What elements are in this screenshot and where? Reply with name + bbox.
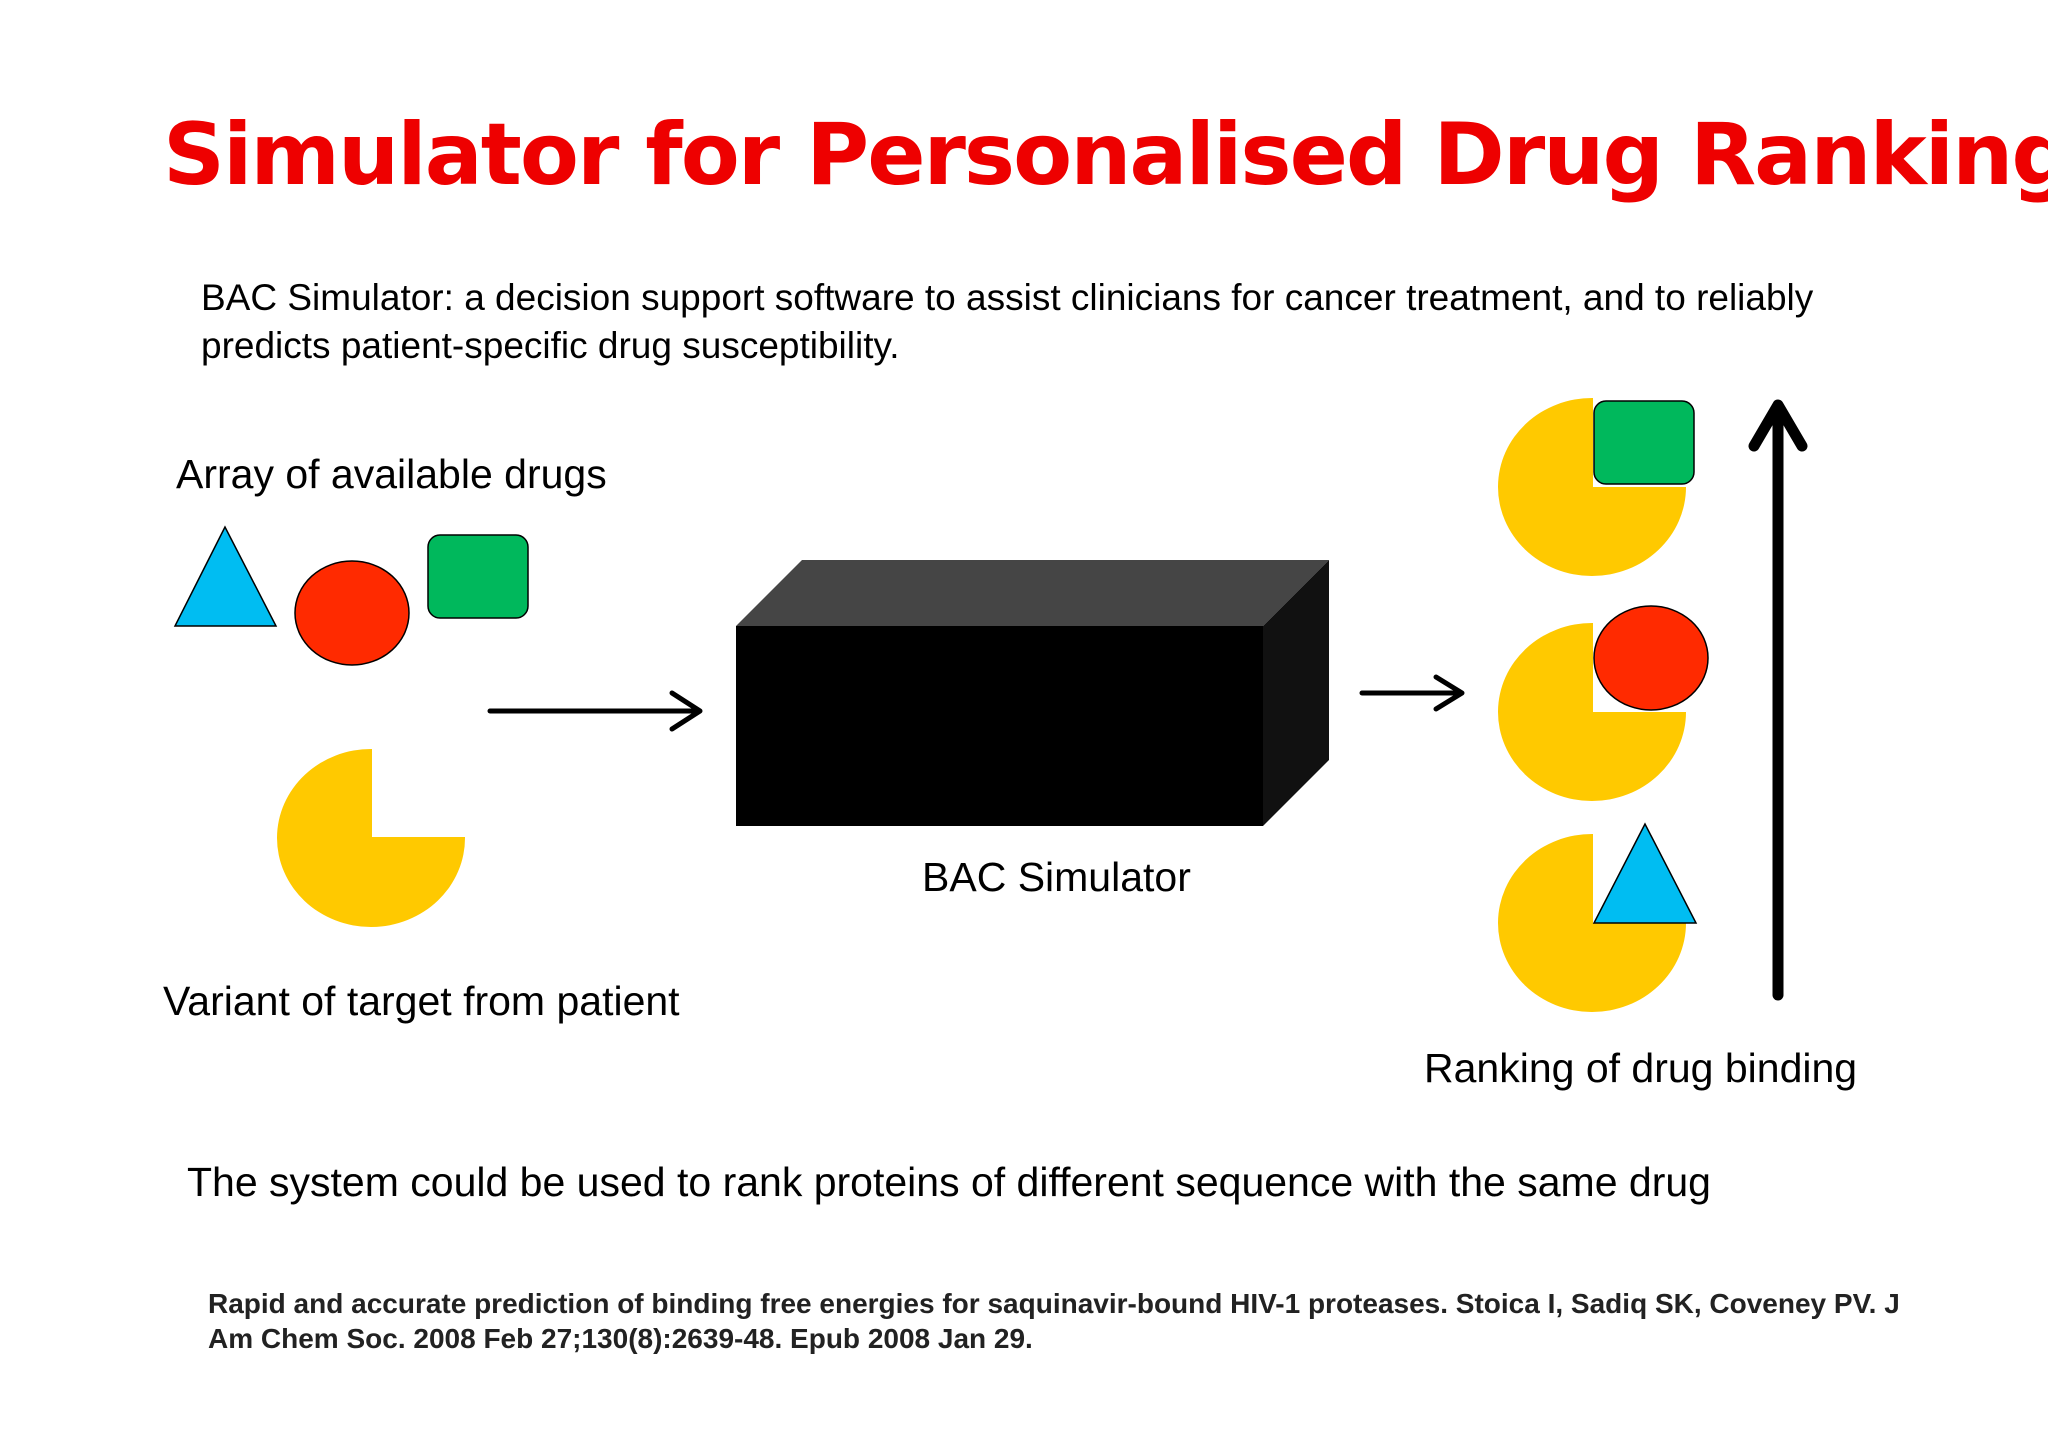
- ranked-result-1: [1498, 397, 1695, 576]
- ranked-target-3: [1498, 833, 1686, 1012]
- ranked-drug-circle: [1593, 605, 1709, 711]
- citation-reference: Rapid and accurate prediction of binding…: [208, 1288, 1900, 1354]
- available-drugs: [173, 525, 529, 666]
- drugs-label: Array of available drugs: [176, 451, 607, 497]
- drug-circle: [294, 560, 410, 666]
- simulator-box-front: [736, 626, 1263, 826]
- ranked-drug-triangle: [1592, 822, 1698, 924]
- ranking-arrow: [1748, 399, 1808, 1001]
- simulator-box-top: [736, 560, 1329, 626]
- ranked-result-3: [1498, 822, 1698, 1012]
- intro-text: BAC Simulator: a decision support softwa…: [201, 277, 1814, 366]
- drug-triangle: [173, 525, 278, 627]
- simulator-box: [736, 560, 1329, 826]
- input-arrow: [487, 690, 703, 732]
- ranked-target-2: [1498, 622, 1686, 801]
- simulator-box-side: [1263, 560, 1329, 826]
- slide-title: Simulator for Personalised Drug Ranking: [163, 105, 2048, 205]
- ranked-result-2: [1498, 605, 1709, 801]
- target-variant-shape: [277, 748, 466, 927]
- simulator-label: BAC Simulator: [922, 854, 1191, 900]
- conclusion-text: The system could be used to rank protein…: [187, 1159, 1711, 1205]
- drug-rectangle: [427, 534, 529, 619]
- ranked-drug-rectangle: [1593, 400, 1695, 485]
- variant-label: Variant of target from patient: [163, 978, 680, 1024]
- ranked-target-1: [1498, 397, 1686, 576]
- output-arrow: [1359, 674, 1465, 712]
- ranking-label: Ranking of drug binding: [1424, 1045, 1858, 1091]
